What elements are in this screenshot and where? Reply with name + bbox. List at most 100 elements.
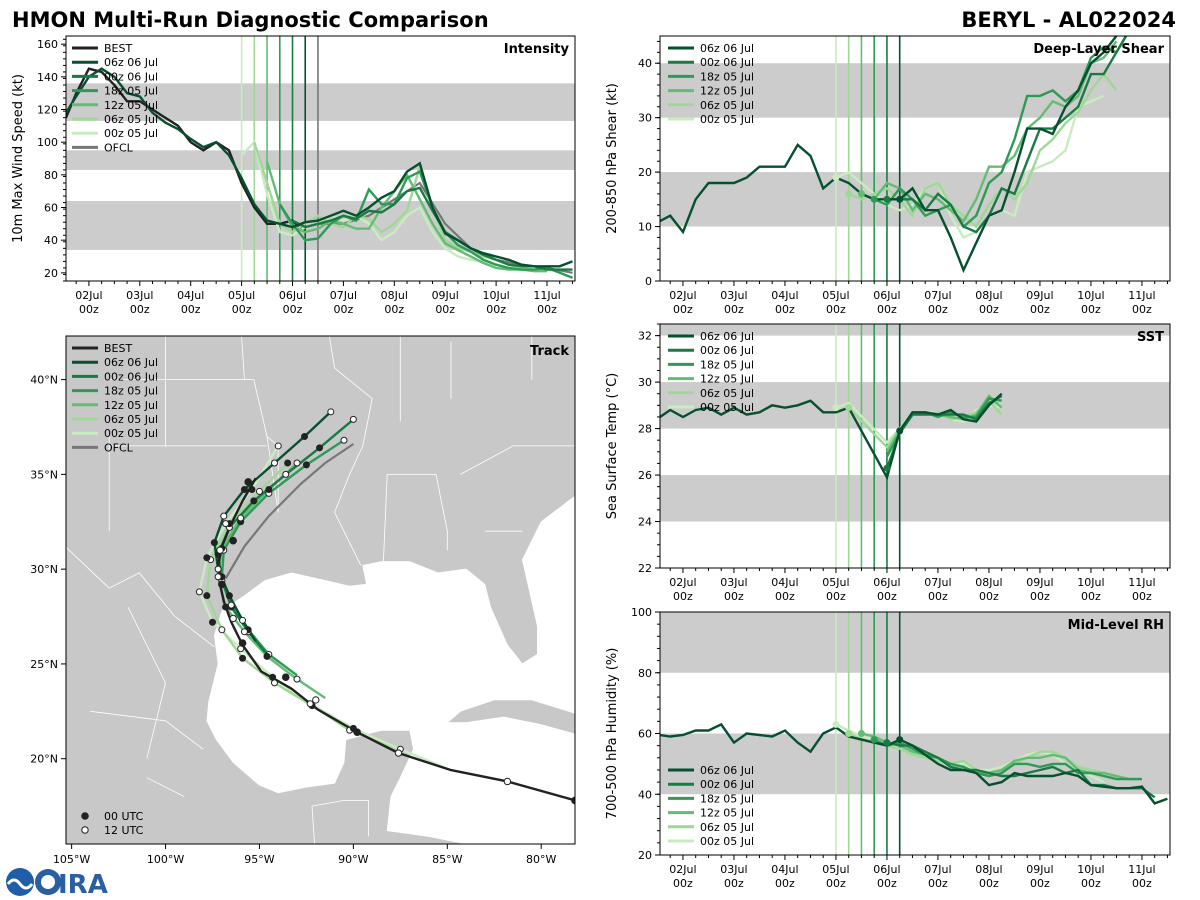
shear-xtick-label: 03Jul: [720, 289, 747, 302]
sst-legend-label: 18z 05 Jul: [700, 358, 754, 371]
rh-xtick-label-hour: 00z: [1030, 877, 1050, 890]
shear-init-marker: [883, 195, 891, 203]
shear-xtick-label-hour: 00z: [1132, 303, 1152, 316]
track-panel: 105°W 100°W 95°W 90°W 85°W 80°W 20°N 25°N 30°N 35…: [30, 335, 576, 866]
sst-init-marker: [896, 427, 904, 435]
best-00utc-marker: [238, 639, 247, 647]
intensity-legend-label: 18z 05 Jul: [104, 85, 158, 98]
sst-xtick-label: 06Jul: [873, 576, 900, 589]
shear-xtick-label-hour: 00z: [673, 303, 693, 316]
shear-xtick-label: 08Jul: [975, 289, 1002, 302]
sst-xtick-label-hour: 00z: [928, 590, 948, 603]
track-00utc-marker: [203, 554, 211, 562]
rh-xtick-label: 02Jul: [669, 863, 696, 876]
sst-ylabel: Sea Surface Temp (°C): [605, 373, 620, 520]
track-title: Track: [530, 344, 569, 359]
shear-series-line: [848, 72, 1118, 229]
shear-init-marker: [857, 190, 865, 198]
sst-xtick-label-hour: 00z: [877, 590, 897, 603]
track-legend-label: 18z 05 Jul: [104, 385, 158, 398]
track-12utc-marker: [220, 512, 228, 520]
rh-init-marker: [845, 730, 853, 737]
rh-xtick-label-hour: 00z: [979, 877, 999, 890]
rh-ytick-label: 20: [638, 849, 652, 862]
rh-xtick-label-hour: 00z: [724, 877, 744, 890]
track-ytick-label: 25°N: [30, 658, 58, 671]
track-00utc-marker: [203, 592, 211, 600]
rh-xtick-label: 10Jul: [1077, 863, 1104, 876]
intensity-band: [66, 200, 575, 250]
sst-xtick-label-hour: 00z: [1030, 590, 1050, 603]
intensity-band: [66, 83, 575, 121]
shear-series-line: [873, 36, 1128, 229]
rh-xtick-label: 09Jul: [1026, 863, 1053, 876]
sst-ytick-label: 26: [638, 469, 652, 482]
intensity-legend-label: BEST: [104, 42, 132, 55]
track-12utc-marker: [274, 442, 282, 450]
legend-12utc-icon: [81, 826, 89, 834]
track-frame: [65, 335, 576, 845]
map-border: [90, 710, 204, 750]
best-00utc-marker: [571, 796, 575, 805]
rh-xtick-label-hour: 00z: [775, 877, 795, 890]
track-12utc-marker: [282, 470, 290, 478]
track-xtick-label: 95°W: [244, 853, 274, 866]
intensity-series-line: [66, 67, 573, 268]
track-legend-label: OFCL: [104, 441, 134, 454]
track-12utc-marker: [218, 626, 226, 634]
figure-title: HMON Multi-Run Diagnostic Comparison: [12, 8, 489, 32]
sst-legend-label: 06z 05 Jul: [700, 387, 754, 400]
track-00utc-marker: [240, 486, 248, 494]
track-12utc-marker: [255, 487, 263, 495]
map-border: [383, 473, 448, 562]
track-plot-area: [66, 336, 575, 844]
sst-band: [660, 382, 1170, 429]
best-00utc-marker: [281, 673, 290, 681]
map-border: [460, 445, 575, 475]
sst-ytick-label: 22: [638, 562, 652, 575]
intensity-xtick-label: 03Jul: [126, 289, 153, 302]
sst-xtick-label-hour: 00z: [724, 590, 744, 603]
map-border: [127, 606, 166, 759]
intensity-xtick-label: 05Jul: [228, 289, 255, 302]
rh-xtick-label: 06Jul: [873, 863, 900, 876]
sst-frame: [659, 323, 1171, 569]
shear-band: [660, 172, 1170, 227]
intensity-legend-label: 12z 05 Jul: [104, 99, 158, 112]
shear-legend-label: 06z 05 Jul: [700, 99, 754, 112]
shear-xtick-label: 02Jul: [669, 289, 696, 302]
rh-xtick-label: 03Jul: [720, 863, 747, 876]
track-legend-label: 06z 06 Jul: [104, 356, 158, 369]
sst-xtick-label-hour: 00z: [1132, 590, 1152, 603]
rh-xtick-label: 05Jul: [822, 863, 849, 876]
sst-init-marker: [845, 404, 853, 412]
sst-plot-area: [660, 324, 1170, 568]
intensity-xtick-label-hour: 00z: [181, 303, 201, 316]
track-legend-label: 06z 05 Jul: [104, 413, 158, 426]
intensity-ytick-label: 80: [44, 169, 58, 182]
intensity-xtick-label-hour: 00z: [283, 303, 303, 316]
shear-init-marker: [845, 190, 853, 198]
track-00utc-marker: [250, 497, 258, 505]
intensity-series-line: [265, 161, 547, 273]
cira-emblem-inner-icon: [41, 875, 55, 889]
intensity-xtick-label-hour: 00z: [384, 303, 404, 316]
cira-logo: IRA: [6, 868, 108, 900]
rh-init-marker: [896, 736, 904, 744]
shear-xtick-label: 10Jul: [1077, 289, 1104, 302]
cira-logo-text: IRA: [58, 870, 108, 900]
rh-legend-label: 12z 05 Jul: [700, 807, 754, 820]
track-00utc-marker: [269, 673, 277, 681]
intensity-panel: 2040608010012014016002Jul00z03Jul00z04Ju…: [11, 35, 576, 316]
track-12utc-marker: [240, 628, 248, 636]
track-series-line: [213, 410, 332, 642]
rh-title: Mid-Level RH: [1068, 618, 1164, 633]
sst-legend-label: 00z 05 Jul: [700, 401, 754, 414]
shear-xtick-label-hour: 00z: [826, 303, 846, 316]
intensity-legend-label: OFCL: [104, 141, 134, 154]
rh-legend-label: 06z 06 Jul: [700, 764, 754, 777]
shear-xtick-label-hour: 00z: [928, 303, 948, 316]
track-12utc-marker: [222, 520, 230, 528]
shear-init-marker: [832, 174, 840, 182]
rh-xtick-label-hour: 00z: [928, 877, 948, 890]
